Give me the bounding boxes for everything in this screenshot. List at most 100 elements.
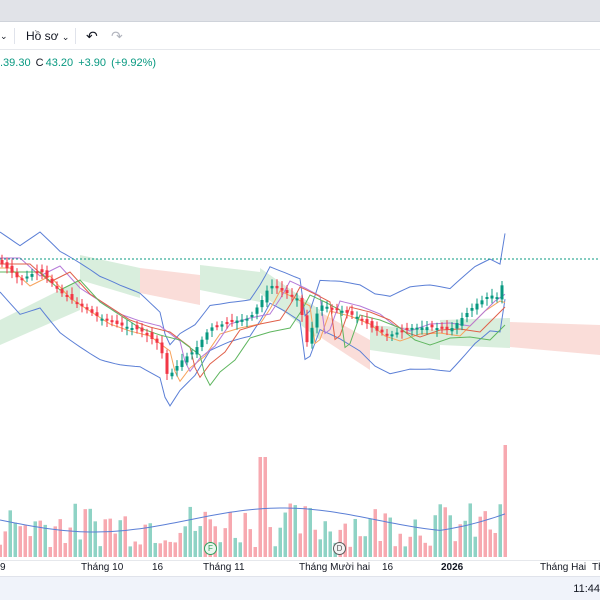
volume-bar	[123, 516, 127, 557]
candle-body	[190, 352, 194, 355]
volume-bar	[308, 507, 312, 557]
volume-bar	[413, 519, 417, 557]
volume-bar	[423, 542, 427, 557]
volume-bar	[503, 445, 507, 557]
volume-bar	[483, 511, 487, 557]
volume-bar	[288, 503, 292, 557]
candle-body	[475, 303, 479, 310]
chevron-down-icon: ⌄	[61, 32, 70, 42]
volume-bar	[153, 542, 157, 557]
volume-bar	[263, 457, 267, 557]
candle-body	[365, 319, 369, 324]
volume-bar	[318, 539, 322, 557]
volume-bar	[353, 518, 357, 557]
candle-body	[205, 332, 209, 340]
candle-body	[140, 327, 144, 332]
volume-bars	[0, 445, 507, 557]
candle-body	[210, 327, 214, 331]
volume-bar	[433, 515, 437, 557]
candle-body	[75, 302, 79, 305]
cloud-segment	[200, 265, 260, 302]
candle-body	[45, 270, 49, 278]
volume-bar	[313, 529, 317, 557]
volume-bar	[278, 527, 282, 557]
volume-bar	[128, 546, 132, 557]
volume-bar	[173, 542, 177, 557]
volume-bar	[343, 523, 347, 557]
volume-bar	[428, 545, 432, 557]
volume-bar	[493, 532, 497, 557]
event-marker-f[interactable]: F	[204, 542, 217, 555]
candle-body	[30, 274, 34, 277]
candle-body	[95, 312, 99, 317]
volume-bar	[238, 542, 242, 557]
candle-body	[265, 290, 269, 303]
candle-body	[240, 319, 244, 322]
event-marker-d[interactable]: D	[333, 542, 346, 555]
volume-bar	[283, 512, 287, 557]
candle-body	[465, 313, 469, 318]
cloud-segment	[80, 255, 140, 298]
toolbar-separator	[14, 28, 15, 44]
candle-body	[400, 330, 404, 333]
interval-dropdown-caret[interactable]: ⌄	[0, 31, 8, 41]
volume-bar	[118, 520, 122, 557]
candle-body	[300, 298, 304, 315]
volume-bar	[388, 517, 392, 557]
volume-bar	[303, 506, 307, 557]
volume-bar	[13, 522, 17, 557]
volume-bar	[408, 536, 412, 557]
clock: 11:44	[573, 583, 600, 595]
volume-bar	[73, 503, 77, 557]
candle-body	[315, 313, 319, 328]
price-legend: .39.30 C 43.20 +3.90 (+9.92%)	[0, 57, 158, 71]
volume-bar	[163, 540, 167, 557]
candle-body	[255, 307, 259, 314]
volume-bar	[3, 531, 7, 557]
volume-bar	[453, 541, 457, 557]
price-chart-area[interactable]	[0, 0, 600, 560]
volume-bar	[368, 518, 372, 557]
candle-body	[25, 276, 29, 279]
candle-body	[425, 327, 429, 331]
volume-bar	[273, 546, 277, 557]
volume-bar	[138, 544, 142, 557]
candle-body	[380, 329, 384, 333]
candle-body	[200, 339, 204, 348]
volume-bar	[178, 532, 182, 557]
volume-bar	[68, 527, 72, 557]
volume-moving-average	[0, 507, 506, 533]
xaxis-label: Tháng Hai	[540, 562, 587, 573]
candle-body	[10, 265, 14, 273]
volume-bar	[0, 544, 2, 557]
candle-body	[470, 308, 474, 311]
volume-bar	[48, 546, 52, 557]
volume-bar	[168, 541, 172, 557]
legend-partial-value: .39.30	[0, 57, 31, 69]
candle-body	[485, 297, 489, 299]
candle-body	[175, 366, 179, 371]
candle-body	[120, 322, 124, 326]
volume-bar	[103, 519, 107, 557]
redo-icon[interactable]: ↷	[111, 28, 123, 44]
volume-bar	[443, 507, 447, 557]
candle-body	[405, 327, 409, 330]
profile-button[interactable]: Hồ sơ ⌄	[26, 22, 69, 50]
legend-close-label: C	[35, 57, 44, 69]
volume-bar	[378, 540, 382, 557]
candle-body	[280, 288, 284, 291]
candle-body	[355, 316, 359, 319]
moving-average-line	[0, 263, 506, 379]
toolbar-separator	[75, 28, 76, 44]
undo-icon[interactable]: ↶	[86, 28, 98, 44]
candle-body	[150, 332, 154, 339]
candle-body	[130, 328, 134, 330]
candle-body	[20, 278, 24, 281]
candle-body	[360, 318, 364, 321]
time-axis[interactable]: 9 Tháng 10 16 Tháng 11 Tháng Mười hai 16…	[0, 560, 600, 576]
volume-bar	[203, 511, 207, 557]
cloud-segment	[140, 268, 200, 305]
candle-body	[490, 295, 494, 299]
candle-body	[430, 324, 434, 328]
candle-body	[420, 327, 424, 330]
